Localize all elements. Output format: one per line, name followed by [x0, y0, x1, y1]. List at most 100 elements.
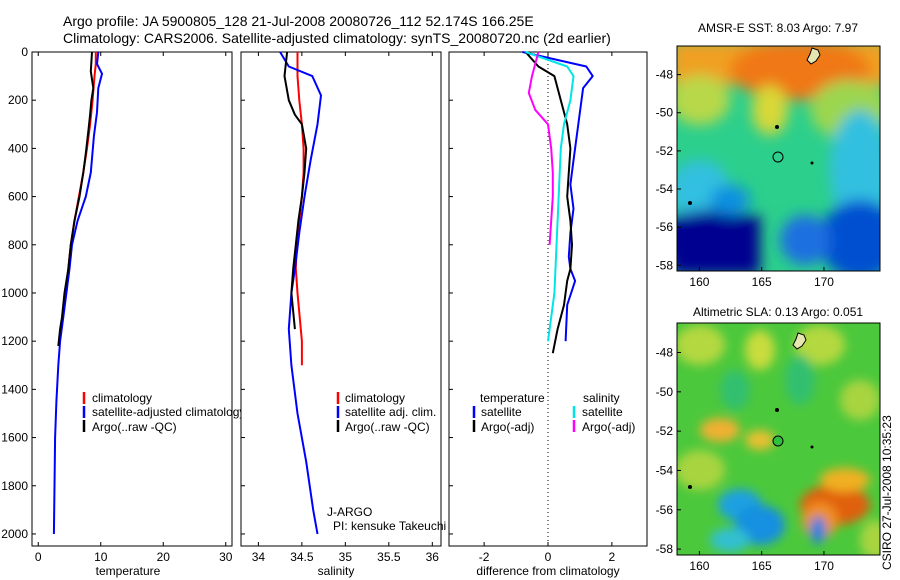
- map-x-tick-label: 165: [752, 275, 772, 289]
- sst-map: AMSR-E SST: 8.03 Argo: 7.97: [656, 21, 881, 289]
- sst-field: [677, 46, 880, 271]
- coastline-island: [806, 47, 821, 65]
- y-tick-label: 400: [8, 141, 28, 155]
- map-y-tick-label: -56: [656, 220, 674, 234]
- series-line-satellite: [522, 51, 594, 342]
- credit-label: CSIRO 27-Jul-2008 10:35:23: [880, 415, 894, 570]
- island-dot: [688, 201, 692, 205]
- difference-axes-box: [448, 51, 648, 547]
- series-line-argo-adj-: [527, 51, 554, 245]
- map-y-tick-label: -54: [656, 182, 674, 196]
- map-y-tick-label: -52: [656, 424, 674, 438]
- x-tick-label: 35: [339, 550, 353, 564]
- temperature-legend: climatology satellite-adjusted climatolo…: [82, 391, 245, 434]
- legend-label-sal-argo: Argo(-adj): [582, 420, 635, 434]
- x-tick-label: 34: [252, 550, 266, 564]
- salinity-axes-box: [240, 51, 442, 547]
- temperature-panel: 0 200 400 600 800 1000 1200 1400 1600 1800 2000 0 1…: [1, 45, 245, 578]
- map-x-tick-label: 165: [752, 559, 772, 573]
- y-tick-label: 600: [8, 190, 28, 204]
- coastline-island: [792, 332, 807, 350]
- map-y-tick-label: -58: [656, 258, 674, 272]
- temperature-axis: 0 10 20 30: [35, 52, 233, 564]
- island-dot: [810, 161, 814, 165]
- sla-map-title: Altimetric SLA: 0.13 Argo: 0.051: [693, 305, 863, 319]
- legend-label-argo: Argo(..raw -QC): [92, 420, 177, 434]
- map-y-tick-label: -56: [656, 503, 674, 517]
- map-x-tick-label: 160: [689, 559, 709, 573]
- map-y-tick-label: -58: [656, 542, 674, 556]
- y-tick-label: 1000: [1, 286, 28, 300]
- salinity-panel: 34 34.5 35 35.5 36 salinity climatology sate…: [240, 51, 446, 578]
- difference-profiles: [449, 51, 594, 535]
- sla-map-axes: 160 165 170 -48 -50 -52 -54 -56 -58: [656, 345, 835, 573]
- island-dot: [775, 125, 779, 129]
- x-tick-label: 2: [609, 550, 616, 564]
- y-tick-label: 800: [8, 238, 28, 252]
- legend-label-sal-satellite: satellite: [582, 405, 623, 419]
- x-tick-label: 35.5: [377, 550, 401, 564]
- program-label: J-ARGO: [327, 505, 372, 519]
- map-x-tick-label: 160: [689, 275, 709, 289]
- map-y-tick-label: -50: [656, 385, 674, 399]
- difference-legend: temperature salinity satellite Argo(-adj…: [472, 391, 635, 434]
- argo-profile-marker: [772, 435, 784, 447]
- pi-label: PI: kensuke Takeuchi: [333, 519, 446, 533]
- series-line-argo-raw-qc-: [283, 51, 308, 330]
- difference-axis: -2 0 2: [479, 52, 616, 564]
- x-tick-label: 30: [219, 550, 233, 564]
- y-tick-label: 2000: [1, 527, 28, 541]
- y-tick-label: 1600: [1, 431, 28, 445]
- legend-label-satellite: satellite-adjusted climatology: [92, 405, 245, 419]
- temperature-xlabel: temperature: [96, 564, 161, 578]
- map-y-tick-label: -50: [656, 106, 674, 120]
- legend-label-temp-argo: Argo(-adj): [481, 420, 534, 434]
- argo-profile-marker: [772, 151, 784, 163]
- y-tick-label: 200: [8, 93, 28, 107]
- x-tick-label: 10: [94, 550, 108, 564]
- island-dot: [810, 445, 814, 449]
- sla-field: [677, 323, 880, 555]
- map-y-tick-label: -52: [656, 144, 674, 158]
- island-dot: [688, 485, 692, 489]
- salinity-xlabel: salinity: [318, 564, 355, 578]
- salinity-profiles: [241, 51, 322, 535]
- y-tick-label: 0: [21, 45, 28, 59]
- header-line-2: Climatology: CARS2006. Satellite-adjuste…: [63, 30, 611, 46]
- map-y-tick-label: -54: [656, 463, 674, 477]
- difference-panel: -2 0 2 difference from climatology tempera…: [448, 51, 648, 578]
- x-tick-label: 0: [35, 550, 42, 564]
- temperature-profiles: [52, 51, 103, 535]
- y-tick-label: 1800: [1, 479, 28, 493]
- legend-label-satellite: satellite adj. clim.: [345, 405, 436, 419]
- depth-axis: 0 200 400 600 800 1000 1200 1400 1600 1800 2000: [1, 45, 36, 541]
- x-tick-label: 20: [157, 550, 171, 564]
- x-tick-label: 36: [426, 550, 440, 564]
- header-line-1: Argo profile: JA 5900805_128 21-Jul-2008…: [63, 13, 534, 29]
- series-line-argo-raw-qc-: [57, 51, 95, 347]
- sla-map: Altimetric SLA: 0.13 Argo: 0.051: [656, 305, 881, 573]
- salinity-axis: 34 34.5 35 35.5 36: [252, 52, 440, 564]
- sst-map-axes: 160 165 170 -48 -50 -52 -54 -56 -58: [656, 68, 835, 289]
- legend-header-temperature: temperature: [480, 391, 545, 405]
- series-line-satellite-adj-clim-: [279, 51, 322, 535]
- legend-header-salinity: salinity: [583, 391, 620, 405]
- legend-label-climatology: climatology: [92, 391, 152, 405]
- series-line-satellite-adjusted-climatology: [52, 51, 103, 535]
- map-x-tick-label: 170: [814, 275, 834, 289]
- series-line-argo-adj-: [524, 51, 573, 354]
- x-tick-label: 0: [545, 550, 552, 564]
- map-y-tick-label: -48: [656, 345, 674, 359]
- x-tick-label: -2: [479, 550, 490, 564]
- x-tick-label: 34.5: [290, 550, 314, 564]
- map-y-tick-label: -48: [656, 68, 674, 82]
- map-x-tick-label: 170: [814, 559, 834, 573]
- legend-label-argo: Argo(..raw -QC): [345, 420, 430, 434]
- y-tick-label: 1200: [1, 334, 28, 348]
- y-tick-label: 1400: [1, 382, 28, 396]
- difference-xlabel: difference from climatology: [476, 564, 619, 578]
- salinity-legend: climatology satellite adj. clim. Argo(..…: [336, 391, 436, 434]
- legend-label-climatology: climatology: [345, 391, 405, 405]
- island-dot: [775, 408, 779, 412]
- series-line-satellite: [525, 51, 575, 342]
